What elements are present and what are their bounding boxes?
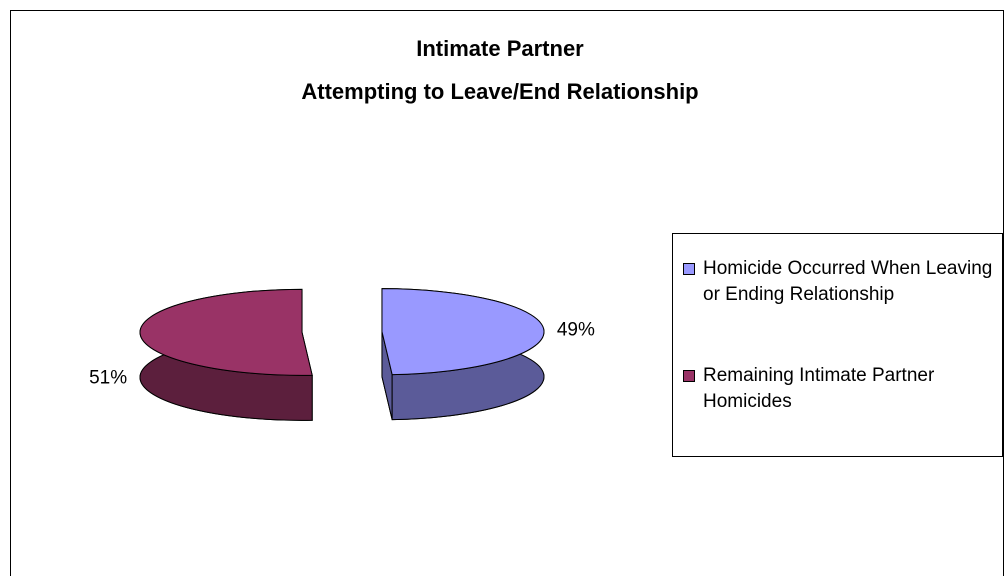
chart-border xyxy=(10,10,1004,576)
legend-label: Remaining Intimate Partner Homicides xyxy=(703,365,935,412)
legend-item: Homicide Occurred When Leaving or Ending… xyxy=(683,256,1003,308)
legend: Homicide Occurred When Leaving or Ending… xyxy=(672,233,1003,457)
data-label: 51% xyxy=(89,368,127,389)
slice xyxy=(139,288,313,376)
data-label: 49% xyxy=(557,319,595,340)
chart-subtitle: Attempting to Leave/End Relationship xyxy=(301,79,698,104)
slice xyxy=(381,288,545,376)
chart-title: Intimate Partner xyxy=(416,36,584,61)
legend-item: Remaining Intimate Partner Homicides xyxy=(683,363,1003,415)
legend-swatch xyxy=(683,263,695,275)
legend-label: Homicide Occurred When Leaving or Ending… xyxy=(703,258,993,305)
legend-swatch xyxy=(683,370,695,382)
